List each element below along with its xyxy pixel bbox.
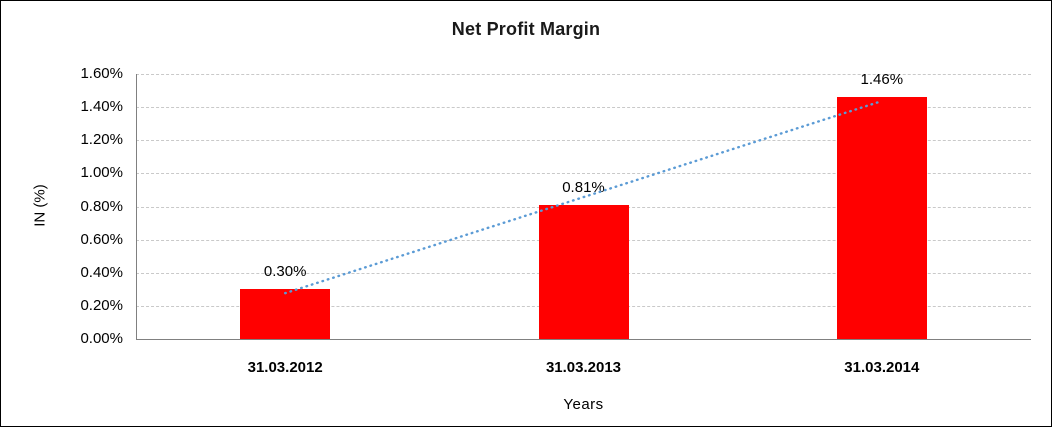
y-tick-label: 1.60% [80, 65, 123, 82]
y-axis-line [136, 74, 137, 339]
gridline [136, 74, 1031, 75]
bar-31.03.2013 [538, 204, 629, 339]
bar-value-label: 0.30% [263, 263, 307, 281]
y-tick-label: 1.40% [80, 98, 123, 116]
bar-31.03.2014 [836, 97, 927, 339]
y-tick-label: 1.00% [80, 164, 123, 182]
x-axis-line [136, 339, 1031, 340]
x-axis-title: Years [563, 396, 604, 413]
x-tick-label: 31.03.2014 [844, 359, 920, 376]
bar-31.03.2012 [240, 289, 331, 339]
bar-value-label: 0.81% [562, 178, 605, 196]
bar-value-label: 1.46% [860, 71, 904, 89]
y-tick-label: 0.60% [80, 230, 123, 248]
y-tick-label: 0.40% [80, 263, 123, 281]
chart-title: Net Profit Margin [451, 19, 601, 39]
y-tick-label: 0.80% [80, 197, 123, 215]
y-tick-label: 1.20% [80, 131, 123, 149]
y-tick-label: 0.00% [80, 330, 123, 347]
x-tick-label: 31.03.2013 [545, 359, 622, 376]
x-tick-label: 31.03.2012 [247, 359, 323, 376]
y-tick-label: 0.20% [80, 296, 123, 314]
